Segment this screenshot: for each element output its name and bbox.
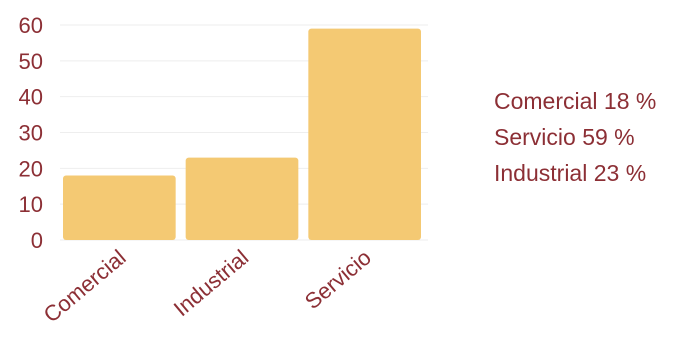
legend-item-servicio: Servicio 59 % bbox=[494, 119, 681, 155]
bar-industrial bbox=[185, 157, 299, 240]
y-tick-label: 50 bbox=[19, 49, 43, 74]
legend-item-comercial: Comercial 18 % bbox=[494, 83, 681, 119]
legend-label: Industrial bbox=[494, 160, 588, 186]
y-tick-label: 60 bbox=[19, 13, 43, 38]
y-tick-label: 10 bbox=[19, 192, 43, 217]
legend-label: Servicio bbox=[494, 124, 576, 150]
legend-value: 59 % bbox=[582, 124, 635, 150]
legend: Comercial 18 % Servicio 59 % Industrial … bbox=[494, 83, 681, 191]
x-axis-ticks: Comercial Industrial Servicio bbox=[39, 245, 376, 328]
y-tick-label: 20 bbox=[19, 156, 43, 181]
x-tick-label-industrial: Industrial bbox=[169, 245, 253, 322]
legend-label: Comercial bbox=[494, 88, 598, 114]
x-tick-label-servicio: Servicio bbox=[300, 245, 376, 314]
legend-value: 18 % bbox=[603, 88, 657, 114]
y-tick-label: 40 bbox=[19, 85, 43, 110]
bar-servicio bbox=[308, 28, 421, 241]
legend-value: 23 % bbox=[593, 160, 647, 186]
y-tick-label: 30 bbox=[19, 121, 43, 146]
bar-comercial bbox=[63, 175, 176, 240]
y-axis-ticks: 0 10 20 30 40 50 60 bbox=[19, 13, 43, 253]
x-tick-label-comercial: Comercial bbox=[39, 245, 131, 328]
legend-item-industrial: Industrial 23 % bbox=[494, 155, 681, 191]
y-tick-label: 0 bbox=[31, 228, 43, 253]
bars bbox=[63, 28, 421, 241]
